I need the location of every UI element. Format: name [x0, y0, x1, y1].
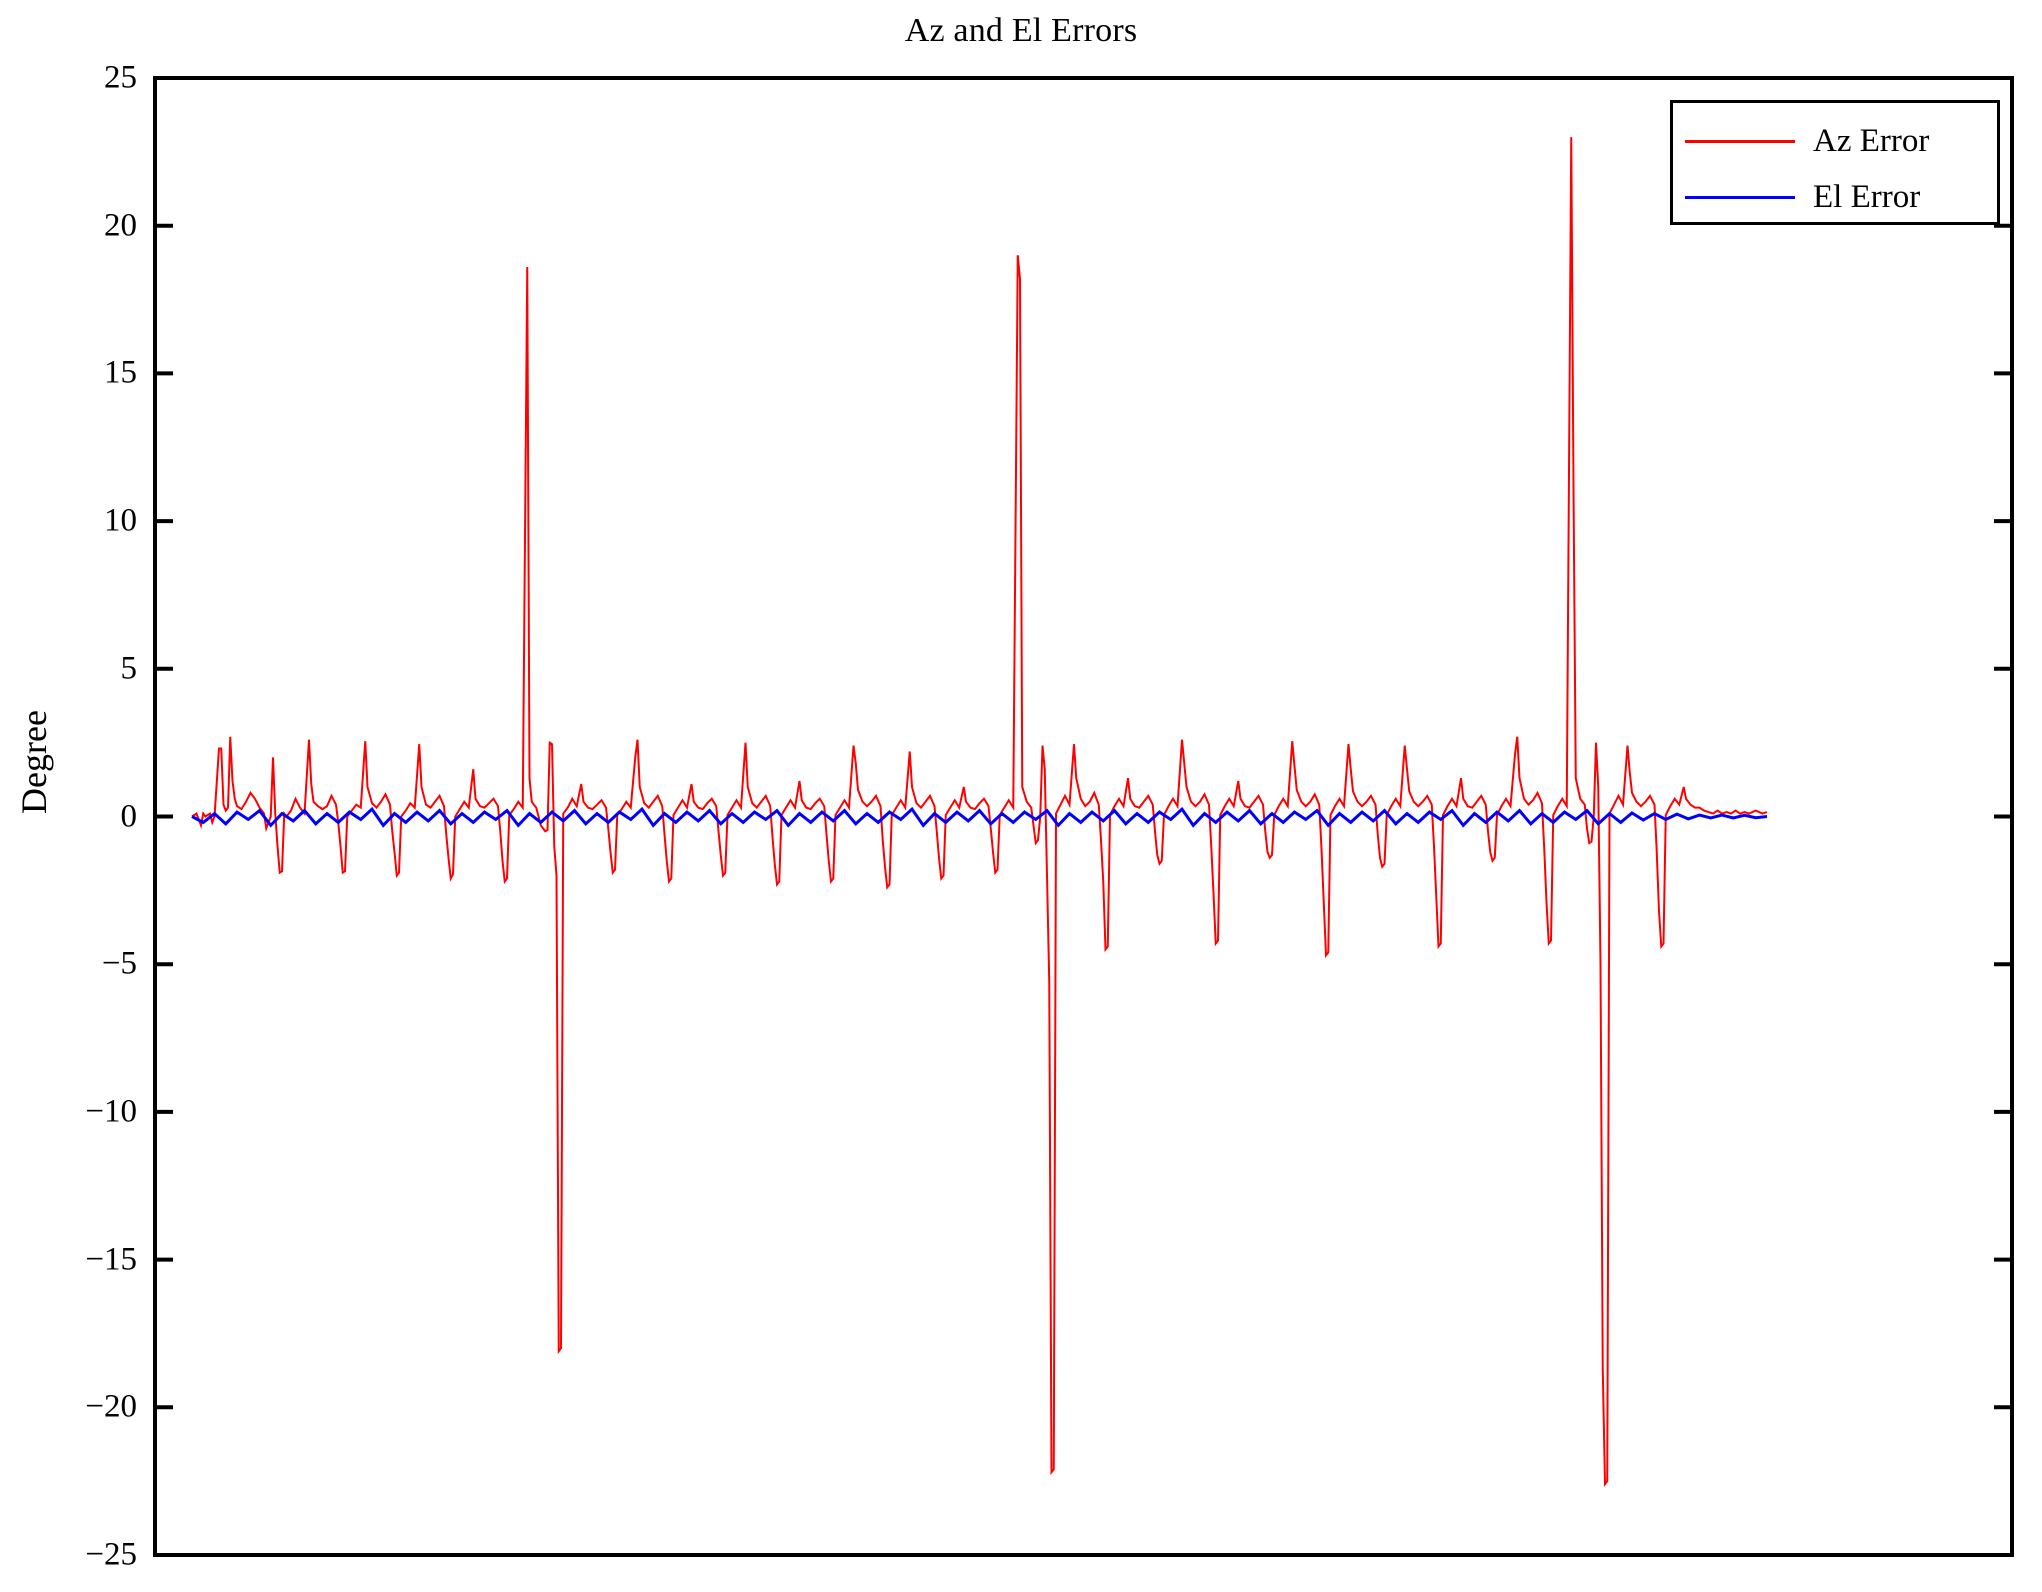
- y-axis-tick-label: 10: [104, 502, 137, 539]
- y-axis-tick-label: −15: [85, 1241, 137, 1278]
- series-line-el-error: [191, 806, 1768, 828]
- y-axis-tick-label: 15: [104, 354, 137, 391]
- axes-layer: [153, 76, 2014, 1557]
- legend-swatch-icon: [1685, 196, 1795, 199]
- legend-item-el-error[interactable]: El Error: [1685, 181, 1920, 214]
- y-axis-tick-label: −25: [85, 1536, 137, 1573]
- legend-item-az-error[interactable]: Az Error: [1685, 125, 1929, 158]
- legend[interactable]: Az Error El Error: [1670, 100, 2000, 225]
- y-axis-tick-label: 5: [120, 650, 138, 687]
- y-axis-tick-label: 20: [104, 207, 137, 244]
- legend-swatch-icon: [1685, 140, 1795, 143]
- legend-label: El Error: [1813, 179, 1921, 215]
- legend-label: Az Error: [1813, 123, 1930, 159]
- y-axis-tick-label: −5: [101, 945, 137, 982]
- y-axis-tick-label: 25: [104, 59, 137, 96]
- y-axis-tick-label: −10: [85, 1093, 137, 1130]
- page-title: Az and El Errors: [904, 12, 1138, 49]
- y-axis-tick-label: −20: [85, 1388, 137, 1425]
- y-axis-tick-label: 0: [120, 798, 138, 834]
- series-line-az-error: [191, 137, 1768, 1487]
- series-layer: [191, 137, 1768, 1487]
